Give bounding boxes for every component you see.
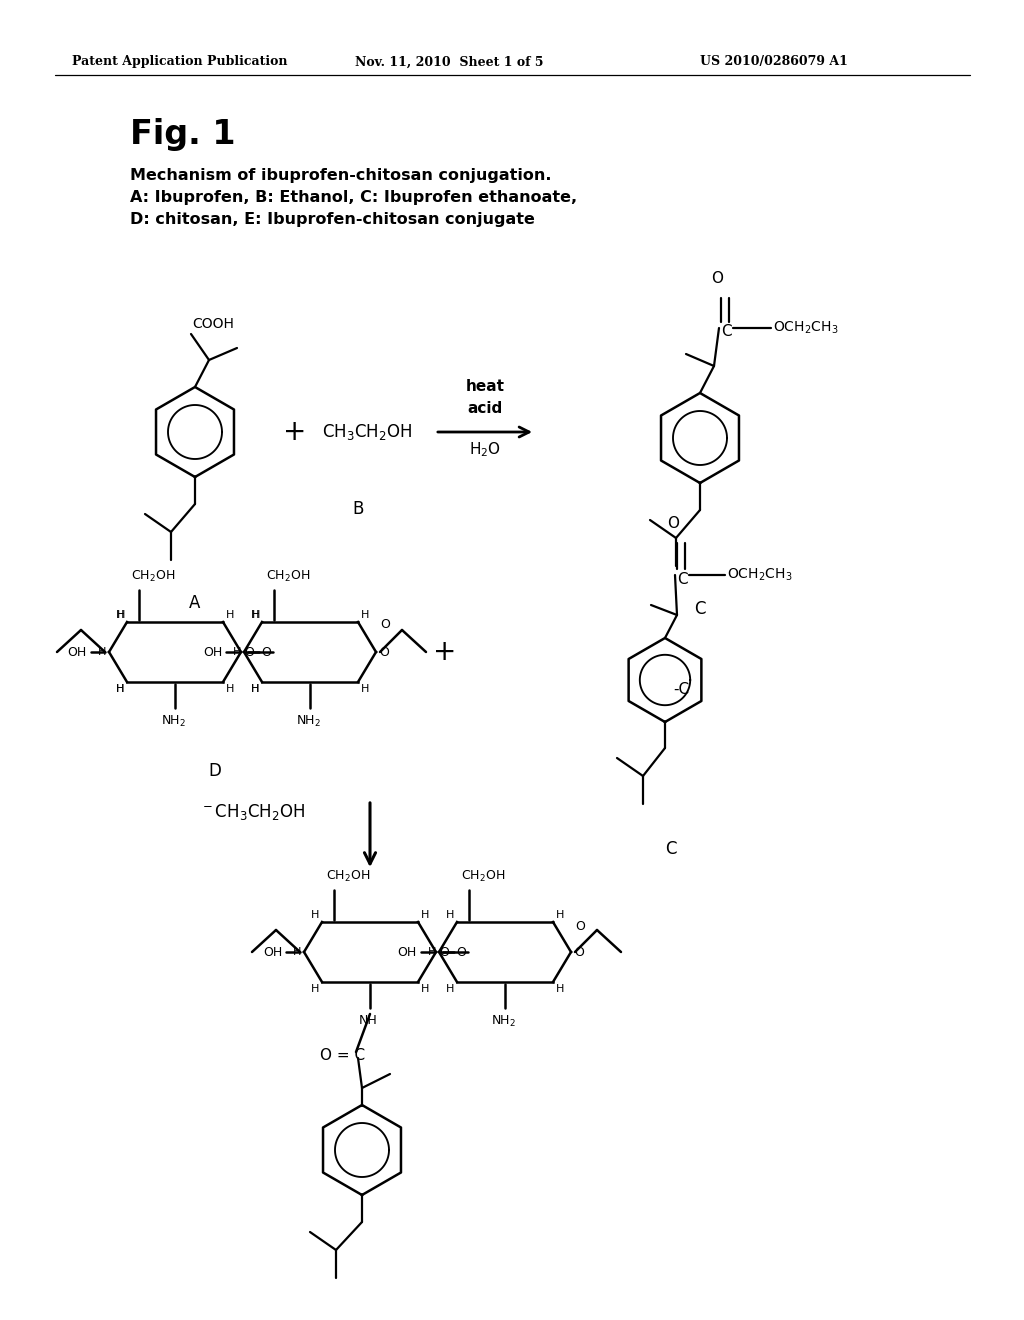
Text: OCH$_2$CH$_3$: OCH$_2$CH$_3$ <box>773 319 839 337</box>
Text: OH: OH <box>203 645 222 659</box>
Text: H: H <box>310 909 319 920</box>
Text: CH$_3$CH$_2$OH: CH$_3$CH$_2$OH <box>322 422 413 442</box>
Text: H: H <box>251 684 259 694</box>
Text: OH: OH <box>397 945 417 958</box>
Text: H: H <box>445 983 454 994</box>
Text: NH$_2$: NH$_2$ <box>161 714 185 729</box>
Text: H: H <box>556 909 564 920</box>
Text: O: O <box>379 645 389 659</box>
Text: O: O <box>456 945 466 958</box>
Text: OH: OH <box>263 945 282 958</box>
Text: H: H <box>428 946 436 957</box>
Text: C: C <box>694 601 706 618</box>
Text: Patent Application Publication: Patent Application Publication <box>72 55 288 69</box>
Text: O: O <box>575 920 585 932</box>
Text: H: H <box>361 610 370 620</box>
Text: B: B <box>352 500 364 517</box>
Text: CH$_2$OH: CH$_2$OH <box>131 569 175 583</box>
Text: Fig. 1: Fig. 1 <box>130 117 236 150</box>
Text: C: C <box>677 572 688 586</box>
Text: C: C <box>721 325 731 339</box>
Text: H: H <box>116 684 124 694</box>
Text: H: H <box>226 610 234 620</box>
Text: COOH: COOH <box>193 317 233 331</box>
Text: Nov. 11, 2010  Sheet 1 of 5: Nov. 11, 2010 Sheet 1 of 5 <box>355 55 544 69</box>
Text: H: H <box>226 684 234 694</box>
Text: A: Ibuprofen, B: Ethanol, C: Ibuprofen ethanoate,: A: Ibuprofen, B: Ethanol, C: Ibuprofen e… <box>130 190 578 205</box>
Text: H: H <box>251 684 259 694</box>
Text: D: chitosan, E: Ibuprofen-chitosan conjugate: D: chitosan, E: Ibuprofen-chitosan conju… <box>130 213 535 227</box>
Text: H: H <box>361 684 370 694</box>
Text: NH: NH <box>358 1014 378 1027</box>
Text: heat: heat <box>466 379 505 393</box>
Text: O = C: O = C <box>319 1048 366 1063</box>
Text: +: + <box>433 638 457 667</box>
Text: OCH$_2$CH$_3$: OCH$_2$CH$_3$ <box>727 566 793 583</box>
Text: CH$_2$OH: CH$_2$OH <box>266 569 310 583</box>
Text: acid: acid <box>467 401 503 416</box>
Text: H: H <box>117 610 125 620</box>
Text: $^-$CH$_3$CH$_2$OH: $^-$CH$_3$CH$_2$OH <box>200 803 305 822</box>
Text: CH$_2$OH: CH$_2$OH <box>461 869 505 884</box>
Text: O: O <box>711 271 723 286</box>
Text: O: O <box>261 645 271 659</box>
Text: H: H <box>310 983 319 994</box>
Text: H: H <box>251 610 259 620</box>
Text: NH$_2$: NH$_2$ <box>296 714 321 729</box>
Text: US 2010/0286079 A1: US 2010/0286079 A1 <box>700 55 848 69</box>
Text: D: D <box>209 762 221 780</box>
Text: A: A <box>189 594 201 612</box>
Text: H: H <box>252 610 260 620</box>
Text: H: H <box>232 647 241 657</box>
Text: NH$_2$: NH$_2$ <box>490 1014 515 1030</box>
Text: H$_2$O: H$_2$O <box>469 440 501 459</box>
Text: H: H <box>116 684 124 694</box>
Text: H: H <box>97 647 106 657</box>
Text: H: H <box>556 983 564 994</box>
Text: O: O <box>667 516 679 531</box>
Text: O: O <box>380 618 390 631</box>
Text: H: H <box>445 909 454 920</box>
Text: C: C <box>665 840 677 858</box>
Text: H: H <box>116 610 124 620</box>
Text: +: + <box>284 418 306 446</box>
Text: O: O <box>439 945 449 958</box>
Text: O: O <box>574 945 584 958</box>
Text: H: H <box>421 909 429 920</box>
Text: O: O <box>244 645 254 659</box>
Text: CH$_2$OH: CH$_2$OH <box>326 869 371 884</box>
Text: H: H <box>421 983 429 994</box>
Text: Mechanism of ibuprofen-chitosan conjugation.: Mechanism of ibuprofen-chitosan conjugat… <box>130 168 552 183</box>
Text: -C: -C <box>673 682 689 697</box>
Text: H: H <box>293 946 301 957</box>
Text: OH: OH <box>68 645 87 659</box>
